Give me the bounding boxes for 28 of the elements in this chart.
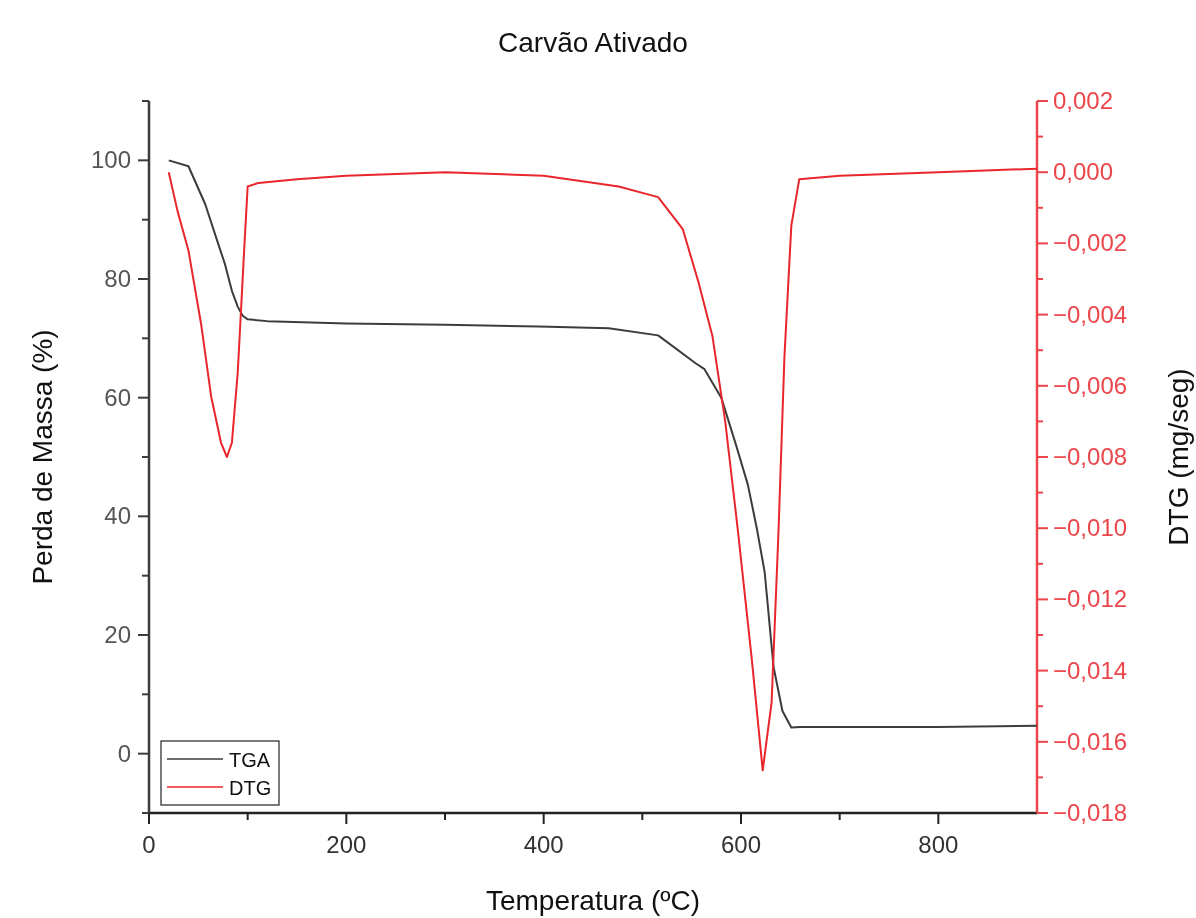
y2-tick-label: −0,004: [1053, 300, 1128, 328]
y2-tick-label: −0,012: [1053, 585, 1128, 613]
legend-label: DTG: [229, 777, 272, 799]
chart-title: Carvão Ativado: [498, 27, 688, 58]
y2-tick-label: −0,016: [1053, 727, 1128, 755]
y-tick-label: 80: [104, 265, 131, 292]
x-axis-title: Temperatura (ºC): [485, 885, 701, 916]
x-tick-label: 400: [523, 831, 564, 858]
x-tick-label: 800: [918, 831, 959, 858]
x-tick-label: 200: [326, 831, 367, 858]
y2-tick-label: −0,014: [1053, 656, 1128, 684]
y-axis-title: Perda de Massa (%): [27, 329, 58, 585]
y-tick-label: 20: [104, 621, 131, 648]
y2-tick-label: −0,006: [1053, 371, 1128, 399]
y-tick-label: 0: [117, 739, 131, 767]
x-tick-label: 0: [142, 831, 156, 858]
y2-tick-label: −0,018: [1053, 799, 1128, 826]
x-tick-label: 600: [720, 831, 762, 858]
y2-tick-label: 0,002: [1053, 87, 1114, 114]
legend-label: TGA: [229, 749, 271, 771]
y-tick-label: 60: [104, 383, 131, 411]
y2-tick-label: −0,002: [1053, 229, 1128, 257]
y-tick-label: 100: [90, 146, 131, 174]
y2-tick-label: −0,010: [1053, 514, 1128, 542]
y2-axis-title: DTG (mg/seg): [1163, 368, 1194, 546]
y-tick-label: 40: [104, 502, 131, 530]
y2-tick-label: −0,008: [1053, 443, 1128, 470]
y2-tick-label: 0,000: [1053, 158, 1114, 186]
